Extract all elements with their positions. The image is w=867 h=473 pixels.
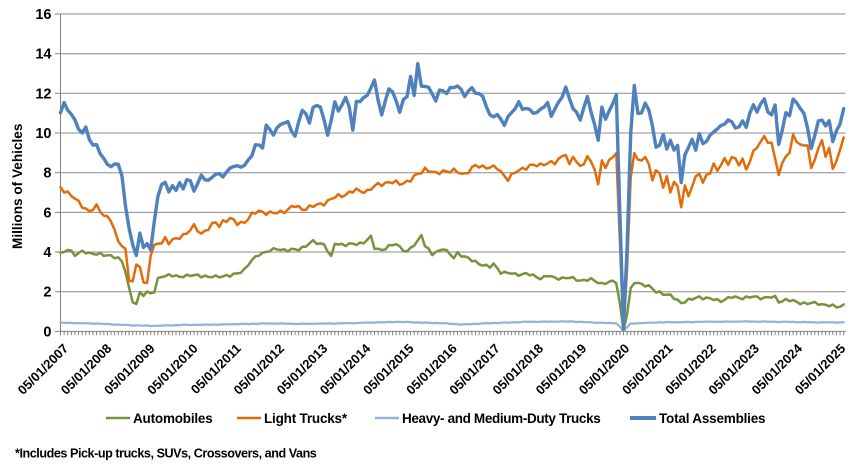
svg-text:14: 14 <box>35 47 51 63</box>
svg-text:0: 0 <box>43 324 51 340</box>
svg-text:Light Trucks*: Light Trucks* <box>264 411 348 426</box>
svg-text:4: 4 <box>43 245 51 261</box>
svg-text:Automobiles: Automobiles <box>133 411 213 426</box>
svg-text:Millions of Vehicles: Millions of Vehicles <box>10 124 25 249</box>
svg-text:10: 10 <box>35 126 51 142</box>
svg-text:12: 12 <box>35 86 51 102</box>
svg-text:16: 16 <box>35 7 51 23</box>
svg-text:8: 8 <box>43 166 51 182</box>
svg-text:*Includes Pick-up trucks, SUVs: *Includes Pick-up trucks, SUVs, Crossove… <box>15 447 317 461</box>
svg-text:2: 2 <box>43 285 51 301</box>
svg-text:Total Assemblies: Total Assemblies <box>659 411 765 426</box>
svg-text:Heavy- and Medium-Duty Trucks: Heavy- and Medium-Duty Trucks <box>402 411 600 426</box>
svg-text:6: 6 <box>43 205 51 221</box>
